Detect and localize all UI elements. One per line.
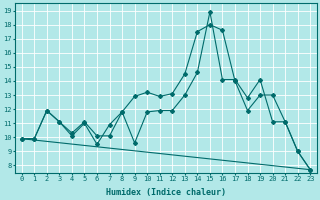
X-axis label: Humidex (Indice chaleur): Humidex (Indice chaleur): [106, 188, 226, 197]
